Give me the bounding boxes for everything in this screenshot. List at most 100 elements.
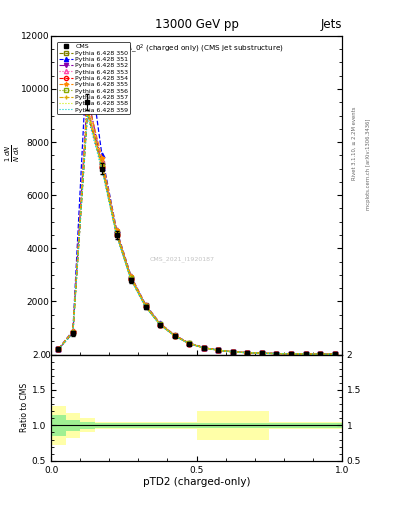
Pythia 6.428 355 <box>56 346 61 352</box>
Pythia 6.428 359 <box>202 345 206 351</box>
Pythia 6.428 356 <box>187 340 192 347</box>
Pythia 6.428 356 <box>231 349 235 355</box>
Pythia 6.428 358 <box>245 350 250 356</box>
Pythia 6.428 353 <box>289 351 294 357</box>
Pythia 6.428 355 <box>158 321 163 327</box>
Pythia 6.428 358 <box>187 340 192 347</box>
Pythia 6.428 354 <box>231 349 235 355</box>
Pythia 6.428 351 <box>260 350 264 356</box>
Pythia 6.428 356 <box>143 303 148 309</box>
Pythia 6.428 359 <box>187 340 192 347</box>
Pythia 6.428 359 <box>318 351 323 357</box>
Pythia 6.428 352 <box>114 230 119 237</box>
Pythia 6.428 358 <box>56 346 61 352</box>
Pythia 6.428 353 <box>303 351 308 357</box>
Pythia 6.428 358 <box>158 322 163 328</box>
Pythia 6.428 351 <box>114 227 119 233</box>
Pythia 6.428 355 <box>231 349 235 355</box>
Pythia 6.428 352 <box>158 322 163 328</box>
Pythia 6.428 352 <box>216 347 221 353</box>
Pythia 6.428 351 <box>332 351 337 357</box>
Pythia 6.428 354 <box>129 276 134 283</box>
Pythia 6.428 357 <box>231 349 235 355</box>
Text: $(p_T^D)^2\lambda\_0^2$ (charged only) (CMS jet substructure): $(p_T^D)^2\lambda\_0^2$ (charged only) (… <box>109 42 284 55</box>
Pythia 6.428 355 <box>318 351 323 357</box>
Legend: CMS, Pythia 6.428 350, Pythia 6.428 351, Pythia 6.428 352, Pythia 6.428 353, Pyt: CMS, Pythia 6.428 350, Pythia 6.428 351,… <box>57 42 130 114</box>
Pythia 6.428 353 <box>158 321 163 327</box>
Pythia 6.428 355 <box>245 350 250 356</box>
Pythia 6.428 350 <box>85 107 90 113</box>
Pythia 6.428 353 <box>245 350 250 356</box>
Pythia 6.428 353 <box>202 345 206 351</box>
Pythia 6.428 353 <box>260 350 264 356</box>
Pythia 6.428 355 <box>100 155 105 161</box>
Pythia 6.428 359 <box>173 333 177 339</box>
Pythia 6.428 356 <box>158 321 163 327</box>
Pythia 6.428 354 <box>143 304 148 310</box>
Line: Pythia 6.428 351: Pythia 6.428 351 <box>56 47 337 357</box>
Pythia 6.428 354 <box>303 351 308 357</box>
Pythia 6.428 357 <box>56 346 61 352</box>
Pythia 6.428 353 <box>71 328 75 334</box>
Line: Pythia 6.428 352: Pythia 6.428 352 <box>56 92 337 357</box>
Pythia 6.428 351 <box>216 347 221 353</box>
Pythia 6.428 353 <box>318 351 323 357</box>
Pythia 6.428 357 <box>245 350 250 356</box>
Pythia 6.428 356 <box>303 351 308 357</box>
Pythia 6.428 354 <box>332 351 337 357</box>
Pythia 6.428 350 <box>274 351 279 357</box>
Pythia 6.428 359 <box>274 351 279 357</box>
Pythia 6.428 350 <box>231 349 235 355</box>
Pythia 6.428 350 <box>143 303 148 309</box>
Pythia 6.428 352 <box>260 350 264 356</box>
Pythia 6.428 352 <box>100 163 105 169</box>
Text: mcplots.cern.ch [arXiv:1306.3436]: mcplots.cern.ch [arXiv:1306.3436] <box>366 118 371 209</box>
Pythia 6.428 354 <box>216 347 221 353</box>
Pythia 6.428 351 <box>56 346 61 352</box>
Pythia 6.428 353 <box>216 347 221 353</box>
Pythia 6.428 356 <box>202 345 206 351</box>
Pythia 6.428 358 <box>318 351 323 357</box>
Text: $\frac{1}{N}\frac{dN}{d\lambda}$: $\frac{1}{N}\frac{dN}{d\lambda}$ <box>4 145 22 162</box>
Pythia 6.428 354 <box>71 329 75 335</box>
Line: Pythia 6.428 358: Pythia 6.428 358 <box>59 112 335 354</box>
Pythia 6.428 356 <box>56 346 61 352</box>
Pythia 6.428 355 <box>303 351 308 357</box>
Pythia 6.428 357 <box>318 351 323 357</box>
Pythia 6.428 355 <box>173 332 177 338</box>
Pythia 6.428 359 <box>129 277 134 283</box>
Pythia 6.428 357 <box>187 340 192 347</box>
Line: Pythia 6.428 354: Pythia 6.428 354 <box>56 111 337 357</box>
Pythia 6.428 358 <box>114 232 119 238</box>
Pythia 6.428 356 <box>216 347 221 353</box>
Pythia 6.428 359 <box>158 322 163 328</box>
Pythia 6.428 352 <box>71 330 75 336</box>
Pythia 6.428 359 <box>231 349 235 355</box>
Pythia 6.428 355 <box>129 273 134 280</box>
Pythia 6.428 354 <box>114 231 119 238</box>
Pythia 6.428 357 <box>143 303 148 309</box>
Pythia 6.428 358 <box>129 276 134 283</box>
Pythia 6.428 353 <box>143 302 148 308</box>
Pythia 6.428 352 <box>85 91 90 97</box>
Pythia 6.428 353 <box>187 340 192 346</box>
Pythia 6.428 351 <box>71 328 75 334</box>
Pythia 6.428 357 <box>85 106 90 112</box>
Pythia 6.428 358 <box>216 347 221 353</box>
Pythia 6.428 351 <box>143 302 148 308</box>
Text: Rivet 3.1.10, ≥ 2.2M events: Rivet 3.1.10, ≥ 2.2M events <box>352 106 357 180</box>
Pythia 6.428 354 <box>202 345 206 351</box>
Pythia 6.428 350 <box>245 350 250 356</box>
Pythia 6.428 356 <box>289 351 294 357</box>
Pythia 6.428 359 <box>289 351 294 357</box>
Pythia 6.428 350 <box>56 346 61 352</box>
Pythia 6.428 355 <box>114 227 119 233</box>
Pythia 6.428 355 <box>143 302 148 308</box>
Pythia 6.428 352 <box>129 276 134 282</box>
Pythia 6.428 353 <box>173 332 177 338</box>
Pythia 6.428 357 <box>260 350 264 356</box>
Pythia 6.428 350 <box>158 321 163 327</box>
Pythia 6.428 358 <box>85 109 90 115</box>
Pythia 6.428 354 <box>100 164 105 170</box>
Line: Pythia 6.428 357: Pythia 6.428 357 <box>56 106 337 357</box>
